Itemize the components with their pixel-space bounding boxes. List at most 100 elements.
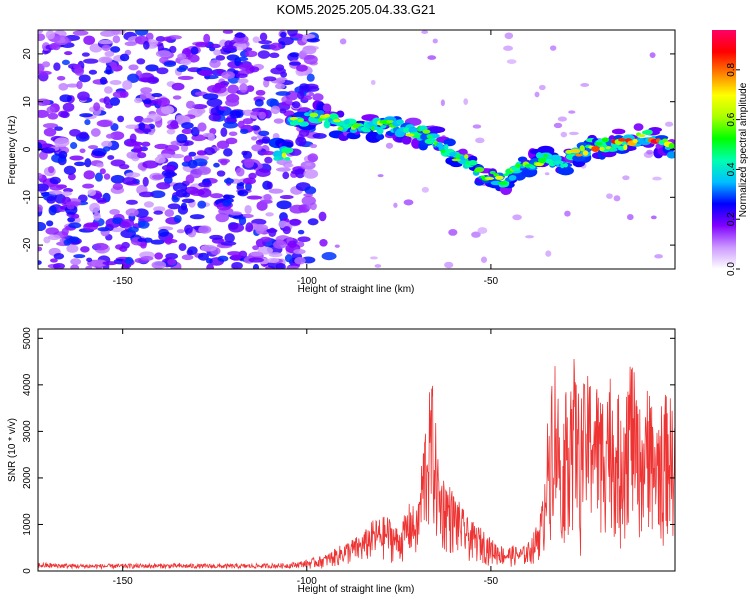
- snr-xlabel: Height of straight line (km): [298, 584, 415, 595]
- spectrogram-cell: [158, 228, 169, 237]
- spectrogram-cell: [265, 212, 274, 217]
- colorbar-tick-label: 0.6: [726, 112, 737, 126]
- spectrogram-ridge-cell: [422, 129, 431, 134]
- spectrogram-cell: [261, 136, 271, 144]
- spectrogram-cell: [62, 102, 75, 112]
- y-tick-label: 3000: [22, 420, 33, 443]
- spectrogram-cell: [142, 160, 159, 169]
- spectrogram-ridge-cell: [464, 154, 469, 159]
- spectrogram-cell: [154, 156, 166, 164]
- spectrogram-cell: [258, 130, 270, 137]
- spectrogram-cell: [142, 176, 149, 187]
- spectrogram-cell: [205, 257, 213, 264]
- spectrogram-cell: [53, 262, 65, 269]
- spectrogram-cell: [227, 251, 242, 256]
- spectrogram-ridge-cell: [277, 156, 284, 160]
- spectrogram-cell: [38, 33, 46, 42]
- spectrogram-cell: [275, 91, 291, 96]
- y-tick-label: 0: [22, 146, 33, 152]
- spectrogram-cell: [134, 115, 144, 123]
- spectrogram-cell: [580, 82, 590, 87]
- spectrogram-cell: [72, 30, 89, 36]
- spectrogram-ridge-cell: [344, 119, 350, 125]
- spectrogram-cell: [264, 156, 273, 164]
- spectrogram-cell: [103, 173, 111, 180]
- spectrogram-cell: [216, 170, 226, 177]
- spectrogram-ridge-cell: [609, 147, 615, 152]
- spectrogram-cell: [432, 38, 438, 44]
- spectrogram-cell: [155, 36, 166, 42]
- spectrogram-cell: [301, 195, 316, 206]
- spectrogram-cell: [606, 193, 613, 199]
- spectrogram-cell: [88, 145, 99, 150]
- spectrogram-cell: [198, 225, 212, 234]
- spectrogram-cell: [119, 90, 129, 98]
- spectrogram-cell: [242, 177, 256, 185]
- spectrogram-cell: [189, 214, 205, 220]
- spectrogram-cell: [102, 146, 111, 152]
- spectrogram-ridge-cell: [611, 128, 626, 135]
- spectrogram-ridge-cell: [449, 152, 457, 157]
- spectrogram-cell: [237, 78, 249, 84]
- spectrogram-cell: [187, 54, 200, 63]
- spectrogram-cell: [58, 150, 68, 159]
- spectrogram-cell: [307, 218, 319, 226]
- spectrogram-cell: [224, 40, 233, 49]
- spectrogram-ridge-cell: [349, 128, 358, 134]
- spectrogram-cell: [175, 189, 188, 198]
- spectrogram-cell: [242, 118, 254, 125]
- spectrogram-cell: [198, 69, 214, 77]
- spectrogram-cell: [289, 204, 306, 214]
- spectrogram-cell: [164, 236, 173, 245]
- colorbar-tick-label: 0.0: [726, 262, 737, 276]
- spectrogram-cell: [117, 115, 125, 123]
- spectrogram-cell: [61, 59, 70, 66]
- spectrogram-cell: [53, 62, 61, 71]
- spectrogram-cell: [223, 178, 234, 184]
- spectrogram-cell: [228, 222, 245, 233]
- spectrogram-cell: [206, 263, 214, 269]
- spectrogram-cell: [171, 82, 185, 91]
- spectrogram-ridge-cell: [633, 123, 644, 131]
- spectrogram-cell: [124, 256, 134, 265]
- spectrogram-cell: [255, 89, 266, 96]
- spectrogram-ridge-cell: [537, 157, 547, 164]
- spectrogram-ridge-cell: [599, 146, 605, 152]
- spectrogram-cell: [154, 252, 163, 260]
- spectrogram-cell: [254, 98, 264, 107]
- spectrogram-cell: [249, 66, 260, 73]
- spectrogram-ridge-cell: [451, 158, 462, 162]
- spectrogram-cell: [112, 35, 121, 44]
- spectrogram-cell: [121, 176, 138, 185]
- spectrogram-cell: [103, 96, 111, 105]
- spectrogram-cell: [274, 83, 286, 90]
- spectrogram-cell: [421, 186, 429, 193]
- spectrogram-cell: [104, 86, 113, 94]
- spectrogram-cell: [133, 97, 143, 104]
- spectrogram-ridge-cell: [554, 160, 564, 165]
- spectrogram-cell: [38, 172, 43, 179]
- spectrogram-cell: [167, 203, 181, 210]
- spectrogram-cell: [295, 136, 307, 147]
- spectrogram-cell: [252, 245, 260, 251]
- spectrogram-cell: [118, 163, 130, 170]
- spectrogram-ridge-cell: [412, 135, 421, 139]
- spectrogram-cell: [209, 59, 221, 68]
- spectrogram-cell: [339, 38, 347, 45]
- spectrogram-cell: [99, 76, 108, 85]
- spectrogram-cell: [105, 133, 115, 139]
- spectrogram-cell: [186, 249, 193, 256]
- spectrogram-cell: [303, 169, 319, 179]
- spectrogram-cell: [38, 246, 43, 252]
- spectrogram-cell: [177, 205, 189, 215]
- spectrogram-cell: [321, 251, 337, 261]
- spectrogram-cell: [626, 214, 634, 221]
- spectrogram-cell: [67, 217, 76, 223]
- spectrogram-cell: [138, 191, 155, 198]
- spectrogram-cell: [125, 199, 138, 205]
- spectrogram-cell: [251, 107, 267, 113]
- snr-ylabel: SNR (10 * v/v): [7, 418, 18, 482]
- spectrogram-cell: [101, 44, 111, 51]
- spectrogram-ridge-cell: [490, 180, 502, 186]
- spectrogram-cell: [191, 103, 208, 110]
